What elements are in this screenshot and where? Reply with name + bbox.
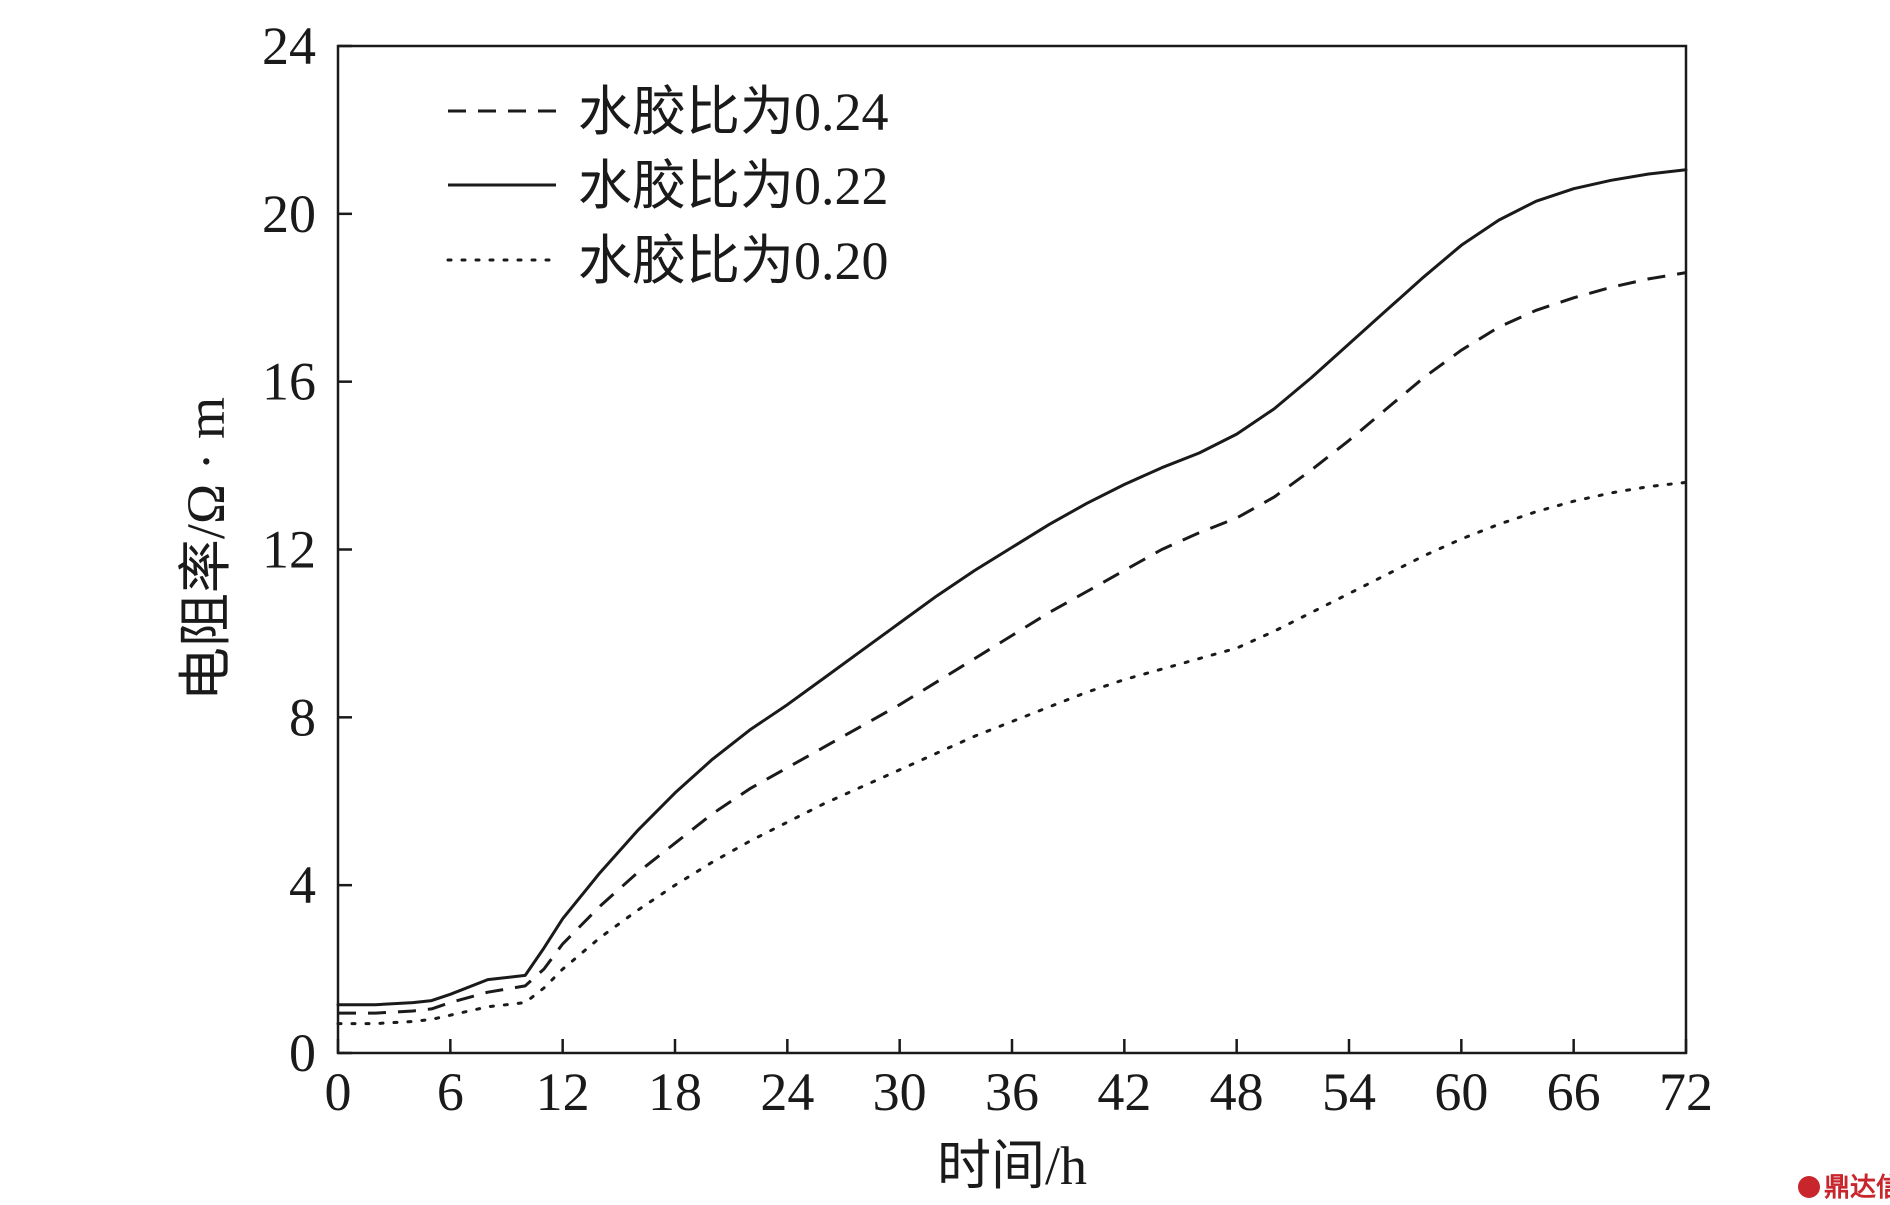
series-line-0: [338, 271, 1687, 1015]
legend-label-2: 水胶比为0.20: [578, 231, 889, 291]
x-tick-label: 42: [1097, 1062, 1151, 1122]
x-tick-label: 0: [325, 1062, 352, 1122]
x-tick-label: 18: [648, 1062, 702, 1122]
y-tick-label: 4: [289, 855, 316, 915]
watermark-icon: [1798, 1176, 1820, 1198]
x-tick-label: 30: [873, 1062, 927, 1122]
x-tick-label: 72: [1659, 1062, 1713, 1122]
watermark-logo: 鼎达信: [1798, 1173, 1890, 1203]
x-axis-ticks: 0 6 12 18 24 30 36 42 48 54 60 66 72: [325, 1039, 1713, 1122]
x-tick-label: 12: [536, 1062, 590, 1122]
x-tick-label: 54: [1322, 1062, 1376, 1122]
x-tick-label: 66: [1547, 1062, 1601, 1122]
x-tick-label: 6: [437, 1062, 464, 1122]
legend: 水胶比为0.24 水胶比为0.22 水胶比为0.20: [446, 82, 889, 291]
y-tick-label: 8: [289, 687, 316, 747]
y-tick-label: 16: [262, 352, 316, 412]
y-axis-ticks: 0 4 8 12 16 20 24: [262, 16, 352, 1083]
x-axis-label: 时间/h: [937, 1136, 1087, 1196]
series-line-1: [336, 168, 1688, 1007]
y-tick-label: 0: [289, 1023, 316, 1083]
legend-label-0: 水胶比为0.24: [578, 82, 889, 142]
y-tick-label: 20: [262, 184, 316, 244]
x-tick-label: 60: [1434, 1062, 1488, 1122]
legend-label-1: 水胶比为0.22: [578, 156, 889, 216]
x-tick-label: 48: [1210, 1062, 1264, 1122]
y-axis-label: 电阻率/Ω · m: [176, 397, 236, 701]
x-tick-label: 24: [760, 1062, 814, 1122]
plot-frame: [336, 44, 1688, 1055]
y-tick-label: 24: [262, 16, 316, 76]
x-tick-label: 36: [985, 1062, 1039, 1122]
series-line-2: [336, 480, 1688, 1026]
y-tick-label: 12: [262, 520, 316, 580]
series-lines: [336, 168, 1688, 1026]
watermark-text: 鼎达信: [1824, 1173, 1890, 1203]
